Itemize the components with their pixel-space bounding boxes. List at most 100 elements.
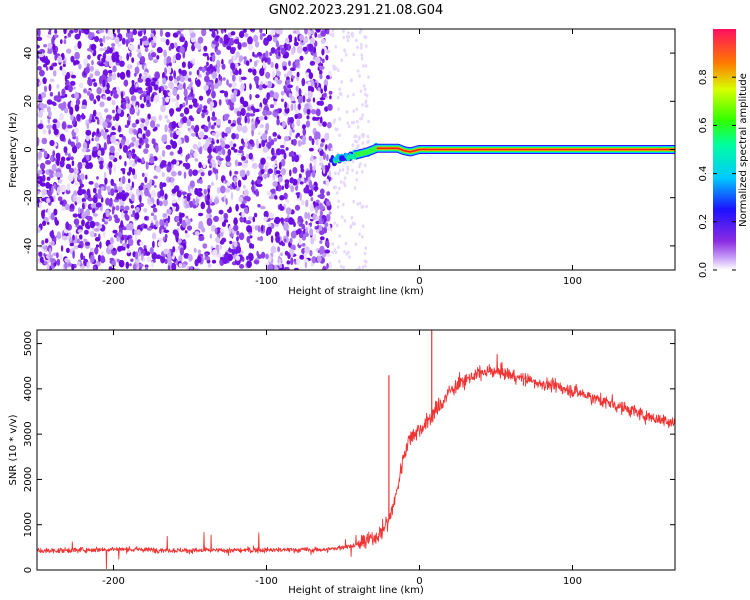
noise-speck [361, 132, 364, 137]
noise-speck [168, 75, 173, 82]
noise-speck [246, 170, 250, 177]
noise-speck [293, 154, 300, 163]
noise-speck [335, 223, 339, 228]
noise-speck [91, 132, 95, 138]
noise-speck [250, 29, 254, 32]
noise-speck [225, 155, 231, 163]
noise-speck [107, 69, 113, 74]
noise-speck [143, 40, 150, 46]
noise-speck [150, 120, 156, 128]
noise-speck [317, 87, 321, 92]
noise-speck [304, 232, 309, 237]
noise-speck [111, 259, 116, 268]
noise-speck [146, 256, 152, 262]
noise-speck [292, 138, 297, 146]
noise-speck [308, 189, 314, 197]
noise-speck [251, 123, 256, 131]
noise-speck [211, 116, 217, 121]
noise-speck [280, 144, 285, 149]
noise-speck [280, 168, 287, 176]
noise-speck [178, 68, 182, 74]
noise-speck [127, 178, 131, 184]
noise-speck [170, 139, 173, 145]
noise-speck [246, 236, 251, 243]
noise-speck [63, 146, 68, 154]
noise-speck [346, 121, 350, 125]
noise-speck [290, 230, 297, 239]
noise-speck [361, 141, 365, 145]
noise-speck [363, 163, 367, 168]
noise-speck [107, 29, 112, 36]
noise-speck [366, 134, 370, 139]
noise-speck [189, 188, 193, 193]
noise-speck [223, 219, 229, 223]
noise-speck [346, 38, 350, 43]
noise-speck [361, 170, 364, 174]
noise-speck [269, 104, 275, 109]
noise-speck [326, 75, 330, 80]
noise-speck [92, 196, 98, 204]
noise-speck [117, 43, 122, 48]
noise-speck [143, 126, 148, 131]
noise-speck [111, 89, 118, 95]
noise-speck [153, 208, 158, 213]
noise-speck [258, 116, 265, 121]
noise-speck [137, 263, 144, 268]
noise-speck [151, 40, 154, 46]
noise-speck [255, 189, 259, 197]
noise-speck [341, 215, 344, 219]
noise-speck [210, 124, 215, 130]
noise-speck [85, 174, 88, 180]
noise-speck [324, 132, 330, 141]
noise-speck [224, 113, 230, 118]
noise-speck [70, 55, 75, 63]
noise-speck [278, 176, 283, 183]
noise-speck [355, 146, 358, 151]
noise-speck [180, 153, 183, 157]
noise-speck [337, 68, 340, 73]
noise-speck [104, 221, 108, 225]
noise-speck [54, 216, 58, 224]
noise-speck [162, 213, 168, 218]
noise-speck [233, 241, 238, 248]
noise-speck [48, 247, 52, 256]
noise-speck [70, 141, 75, 148]
noise-speck [75, 235, 78, 242]
noise-speck [112, 65, 117, 73]
noise-speck [243, 29, 247, 33]
noise-speck [187, 96, 194, 101]
noise-speck [120, 168, 126, 172]
noise-speck [290, 249, 294, 257]
noise-speck [227, 253, 233, 262]
noise-speck [223, 212, 228, 220]
noise-speck [86, 122, 90, 130]
noise-speck [144, 189, 150, 197]
noise-speck [321, 164, 326, 171]
noise-speck [326, 154, 329, 162]
noise-speck [211, 132, 216, 136]
noise-speck [358, 164, 361, 169]
noise-speck [315, 207, 318, 214]
noise-speck [126, 243, 130, 249]
noise-speck [144, 251, 151, 256]
noise-speck [177, 149, 182, 155]
noise-speck [135, 104, 139, 113]
noise-speck [239, 55, 244, 62]
noise-speck [184, 233, 191, 238]
noise-speck [264, 81, 268, 86]
noise-speck [203, 188, 208, 195]
noise-speck [248, 152, 253, 160]
noise-speck [268, 135, 272, 142]
noise-speck [100, 147, 105, 156]
noise-speck [71, 145, 78, 154]
noise-speck [229, 240, 233, 245]
noise-speck [364, 64, 368, 68]
noise-speck [108, 47, 113, 54]
noise-speck [308, 43, 314, 52]
x-tick-label: 0 [416, 576, 422, 587]
noise-speck [207, 170, 212, 177]
noise-speck [297, 95, 303, 104]
noise-speck [159, 219, 163, 227]
noise-speck [80, 252, 84, 261]
noise-speck [231, 182, 235, 188]
